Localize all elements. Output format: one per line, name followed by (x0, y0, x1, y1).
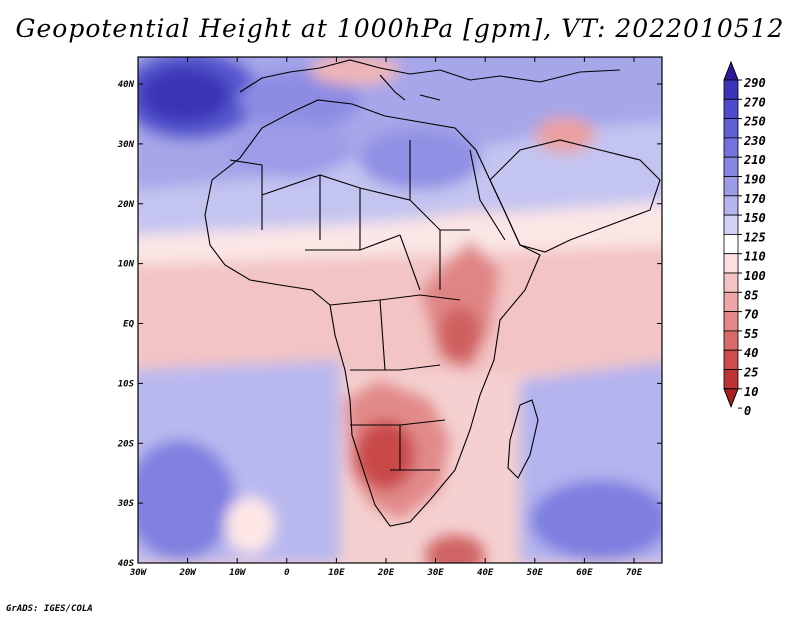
lat-label: 30S (117, 499, 135, 509)
height-field (138, 57, 662, 563)
lat-label: 20S (117, 439, 135, 449)
lon-label: 60E (576, 568, 593, 578)
colorbar-label: 125 (744, 230, 766, 244)
lon-label: 50E (527, 568, 544, 578)
colorbar-label: 85 (744, 288, 758, 302)
lon-label: 20E (377, 568, 395, 578)
colorbar-label: 25 (743, 366, 758, 380)
lat-label: 20N (117, 200, 135, 210)
lon-label: 0 (284, 568, 290, 578)
colorbar-swatch (723, 369, 739, 390)
colorbar-label: 190 (744, 173, 766, 187)
lon-label: 70E (626, 568, 643, 578)
colorbar-swatch (723, 311, 739, 332)
colorbar-label: 110 (744, 250, 766, 264)
lon-label: 10E (328, 568, 345, 578)
colorbar-swatch (723, 176, 739, 197)
colorbar-label: 40 (744, 346, 758, 360)
coastlines (204, 59, 661, 527)
colorbar-swatch (723, 233, 739, 255)
colorbar-label: 170 (744, 192, 766, 206)
lat-label: 40N (118, 80, 135, 90)
colorbar-swatch (723, 118, 739, 139)
colorbar-label: 250 (743, 115, 766, 129)
lat-label: EQ (123, 320, 134, 330)
latitude-axis: 40N 30N 20N 10N EQ 10S 20S 30S 40S (117, 80, 662, 569)
map-frame (137, 56, 663, 564)
colorbar-swatch (723, 156, 739, 177)
colorbar-label: 150 (744, 211, 766, 225)
lon-label: 20W (178, 568, 197, 578)
colorbar-label: 230 (743, 134, 766, 148)
colorbar-label: 100 (744, 269, 766, 283)
colorbar-swatch (723, 349, 739, 370)
colorbar-swatch (723, 98, 739, 120)
colorbar-swatch (723, 330, 739, 351)
lon-label: 30W (129, 568, 148, 578)
lat-label: 10N (118, 260, 135, 270)
colorbar-swatch (723, 195, 739, 216)
colorbar-swatch (723, 137, 739, 158)
colorbar-swatch (723, 214, 739, 235)
colorbar-swatch (723, 79, 739, 100)
map-title: Geopotential Height at 1000hPa [gpm], VT… (15, 14, 785, 43)
colorbar-label: 10 (744, 385, 758, 399)
colorbar-label: 55 (744, 327, 758, 341)
longitude-axis: 30W 20W 10W 0 10E 20E 30E 40E 50E 60E 70E (129, 57, 643, 578)
grads-credit: GrADS: IGES/COLA (6, 604, 93, 614)
lat-label: 10S (118, 379, 135, 389)
lon-label: 30E (426, 568, 444, 578)
colorbar-swatch (723, 253, 739, 274)
colorbar-label: 0 (744, 404, 751, 418)
lat-label: 30N (117, 140, 135, 150)
colorbar-label: 290 (743, 76, 766, 90)
colorbar-label: 270 (743, 95, 766, 109)
colorbar-label: 70 (744, 308, 758, 322)
colorbar-bottom-arrow (723, 388, 739, 409)
colorbar-swatch (723, 291, 739, 312)
lat-label: 40S (118, 559, 135, 569)
colorbar-label: 210 (743, 153, 766, 167)
lon-label: 40E (477, 568, 494, 578)
colorbar-swatch (723, 272, 739, 293)
colorbar-top-arrow (723, 60, 739, 81)
colorbar: 2902702502302101901701501251101008570554… (723, 60, 766, 418)
lon-label: 10W (229, 568, 247, 578)
